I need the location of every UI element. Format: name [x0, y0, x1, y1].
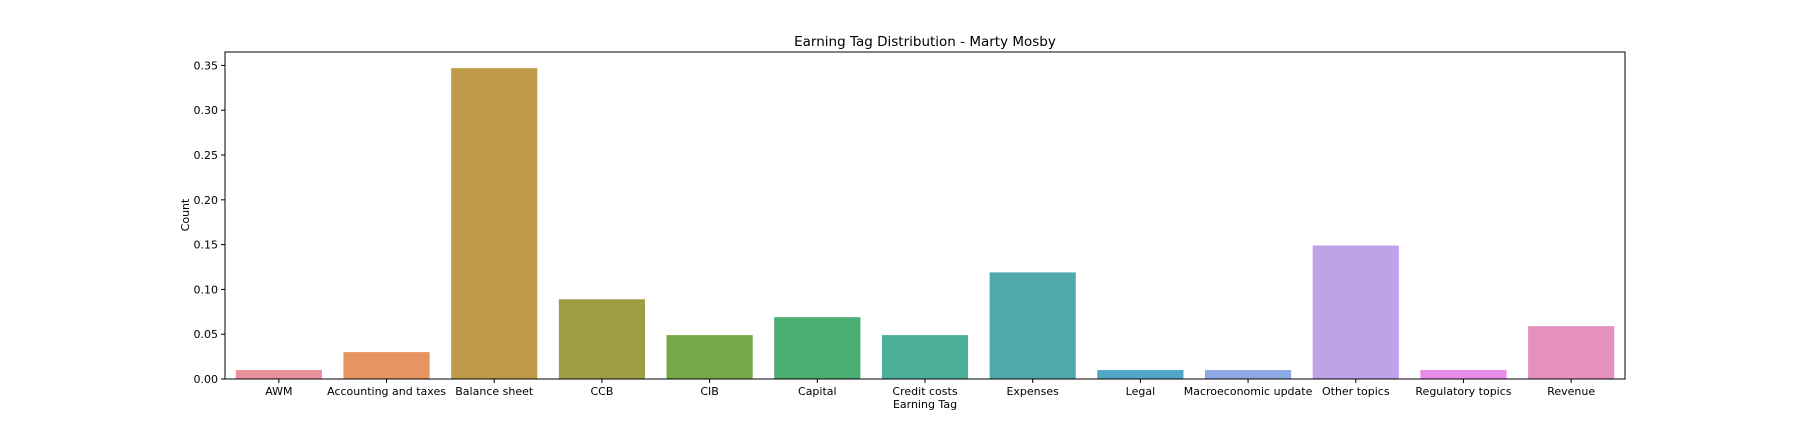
- y-tick-label: 0.00: [194, 373, 219, 386]
- bar-capital: [774, 317, 861, 379]
- x-tick-label: Legal: [1126, 385, 1155, 398]
- x-tick-label: Capital: [798, 385, 837, 398]
- bar-regulatory-topics: [1420, 370, 1507, 379]
- bars-group: [235, 68, 1615, 379]
- x-tick-label: CCB: [590, 385, 613, 398]
- chart-title: Earning Tag Distribution - Marty Mosby: [794, 34, 1056, 50]
- y-tick-label: 0.30: [194, 104, 219, 117]
- x-axis-label: Earning Tag: [893, 398, 957, 411]
- bar-accounting-and-taxes: [343, 352, 430, 379]
- y-tick-label: 0.25: [194, 149, 219, 162]
- x-tick-label: Other topics: [1322, 385, 1390, 398]
- y-tick-label: 0.35: [194, 59, 219, 72]
- x-tick-label: Accounting and taxes: [327, 385, 446, 398]
- x-tick-label: Regulatory topics: [1415, 385, 1511, 398]
- x-tick-label: Credit costs: [892, 385, 957, 398]
- bar-awm: [235, 370, 322, 379]
- bar-cib: [666, 335, 753, 379]
- y-tick-label: 0.10: [194, 283, 219, 296]
- x-tick-label: AWM: [265, 385, 292, 398]
- plot-frame: [224, 51, 1626, 380]
- bar-macroeconomic-update: [1205, 370, 1292, 379]
- bar-balance-sheet: [451, 68, 538, 379]
- bar-ccb: [558, 299, 645, 379]
- bar-credit-costs: [881, 335, 969, 379]
- x-tick-label: Balance sheet: [455, 385, 534, 398]
- x-tick-label: Expenses: [1006, 385, 1059, 398]
- y-axis-label: Count: [179, 198, 192, 231]
- bar-revenue: [1528, 326, 1615, 379]
- x-tick-label: CIB: [700, 385, 718, 398]
- y-tick-label: 0.15: [194, 239, 219, 252]
- bar-legal: [1097, 370, 1184, 379]
- y-axis: 0.00 0.05 0.10 0.15 0.20 0.25 0.30 0.35: [194, 59, 225, 386]
- bar-other-topics: [1312, 245, 1399, 379]
- y-tick-label: 0.20: [194, 194, 219, 207]
- x-axis: AWM Accounting and taxes Balance sheet CCB C…: [265, 379, 1595, 398]
- bar-expenses: [989, 272, 1076, 379]
- y-tick-label: 0.05: [194, 328, 219, 341]
- x-tick-label: Revenue: [1547, 385, 1595, 398]
- x-tick-label: Macroeconomic update: [1184, 385, 1313, 398]
